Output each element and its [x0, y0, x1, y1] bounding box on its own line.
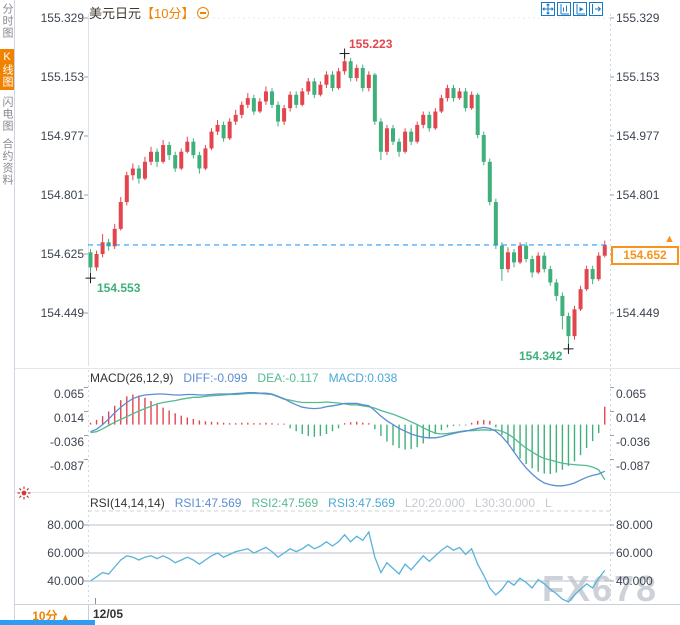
rsi-axis-label-left: 60.000: [47, 546, 84, 560]
price-axis-label-left: 154.625: [40, 247, 84, 261]
rsi2-value: RSI2:47.569: [251, 496, 319, 510]
price-axis-label-right: 155.329: [616, 11, 660, 25]
rsi-axis-label-right: 80.000: [616, 518, 653, 532]
horizontal-scrollbar-thumb[interactable]: [0, 620, 95, 625]
rsi-l30-level: L30:30.000: [474, 496, 535, 510]
macd-diff-value: DIFF:-0.099: [183, 371, 248, 385]
price-axis-label-left: 154.801: [40, 188, 84, 202]
macd-axis-label-right: -0.087: [616, 459, 651, 473]
symbol-name: 美元日元: [89, 6, 142, 21]
price-axis-label-left: 154.449: [40, 306, 84, 320]
period-selector-label: 10分: [32, 609, 58, 623]
rsi3-value: RSI3:47.569: [328, 496, 395, 510]
macd-group: [89, 391, 606, 487]
macd-axis-label-left: -0.036: [49, 435, 84, 449]
rsi-axis-label-left: 40.000: [47, 574, 84, 588]
rsi-group: [90, 530, 606, 603]
y-axis-scale-icon[interactable]: [557, 2, 571, 16]
first-low-price-annotation: 154.553: [97, 281, 141, 295]
rsi-l-truncated: L: [545, 496, 552, 510]
rsi-axis-label-right: 40.000: [616, 574, 653, 588]
rsi-axis-label-right: 60.000: [616, 546, 653, 560]
macd-dea-line: [90, 392, 606, 481]
chart-title: 美元日元【10分】: [89, 3, 210, 22]
price-up-arrow-icon: ▲: [664, 233, 675, 245]
macd-axis-label-left: -0.087: [49, 459, 84, 473]
alert-blink-icon[interactable]: [17, 486, 31, 505]
extreme-markers: [85, 48, 574, 354]
sidebar-tab-kline-chart[interactable]: K线图: [0, 49, 14, 90]
sidebar-tab-lightning-chart[interactable]: 闪电图: [1, 96, 13, 132]
price-axis-label-right: 154.449: [616, 306, 660, 320]
price-axis-label-left: 154.977: [40, 129, 84, 143]
macd-header: MACD(26,12,9) DIFF:-0.099 DEA:-0.117 MAC…: [90, 371, 397, 385]
price-axis-label-right: 154.801: [616, 188, 660, 202]
candles-group: [88, 53, 607, 349]
price-axis-label-right: 155.153: [616, 70, 660, 84]
macd-axis-label-right: 0.065: [616, 387, 647, 401]
macd-title: MACD(26,12,9): [90, 371, 174, 385]
low-price-annotation: 154.342: [519, 349, 563, 363]
price-axis-label-left: 155.153: [40, 70, 84, 84]
sidebar-tab-contract-info[interactable]: 合约资料: [1, 138, 13, 186]
last-price-tag: 154.652: [611, 246, 679, 265]
macd-diff-line: [90, 391, 606, 487]
period-label: 【10分】: [141, 6, 195, 21]
rsi-line: [90, 530, 606, 603]
grid-lines: [15, 14, 680, 625]
y-axis-auto-icon[interactable]: [573, 2, 587, 16]
rsi-l20-level: L20:20.000: [404, 496, 465, 510]
dropdown-up-arrow-icon: ▲: [60, 612, 70, 622]
chart-toolbar: [541, 2, 603, 16]
x-axis-date-label: 12/05: [93, 607, 124, 621]
price-axis-label-right: 154.977: [616, 129, 660, 143]
sidebar-tab-time-chart[interactable]: 分时图: [1, 3, 13, 39]
rsi-header: RSI(14,14,14) RSI1:47.569 RSI2:47.569 RS…: [90, 496, 552, 510]
sidebar: 分时图 K线图 闪电图 合约资料: [0, 0, 15, 625]
move-crosshair-icon[interactable]: [541, 2, 555, 16]
rsi1-value: RSI1:47.569: [174, 496, 242, 510]
high-price-annotation: 155.223: [349, 37, 393, 51]
macd-axis-label-left: 0.065: [53, 387, 84, 401]
shift-right-icon[interactable]: [589, 2, 603, 16]
rsi-axis-label-left: 80.000: [47, 518, 84, 532]
macd-dea-value: DEA:-0.117: [257, 371, 319, 385]
period-selector[interactable]: 10分 ▲: [18, 607, 84, 624]
fx678-watermark: FX678: [542, 568, 659, 609]
macd-axis-label-right: 0.014: [616, 411, 647, 425]
rsi-title: RSI(14,14,14): [90, 496, 165, 510]
price-axis-label-left: 155.329: [40, 11, 84, 25]
macd-hist-value: MACD:0.038: [328, 371, 398, 385]
macd-axis-label-right: -0.036: [616, 435, 651, 449]
zoom-out-icon[interactable]: [197, 7, 210, 19]
macd-axis-label-left: 0.014: [53, 411, 84, 425]
